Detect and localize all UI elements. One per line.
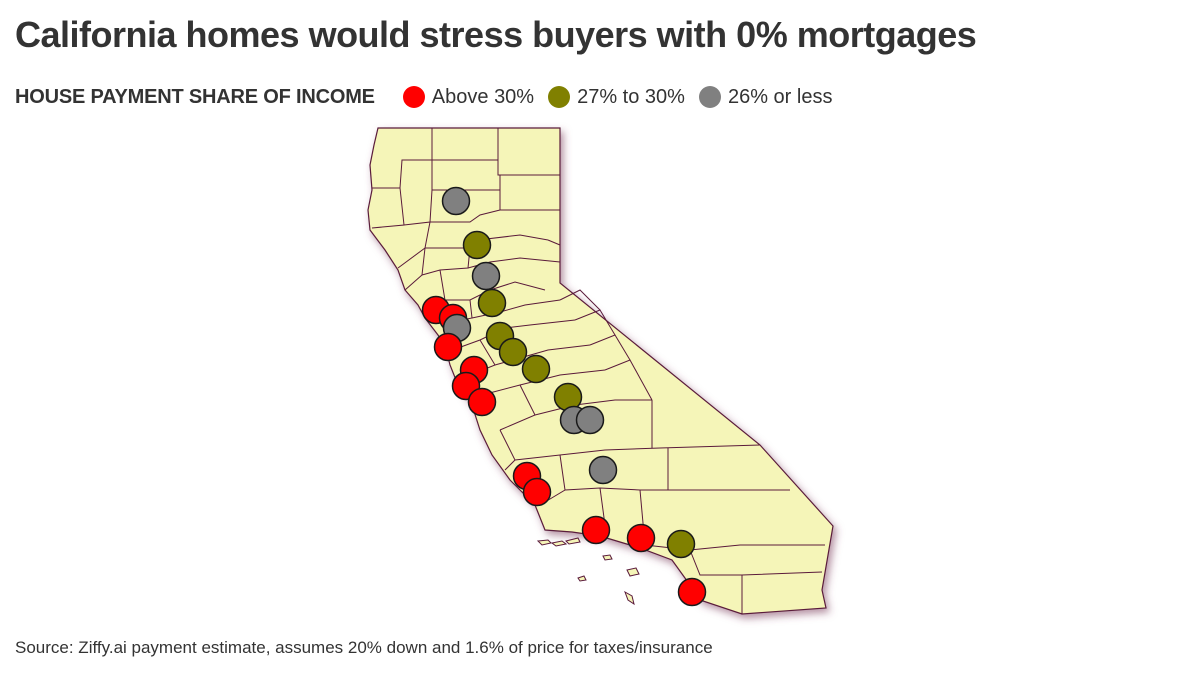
city-marker-26-or-less [441, 186, 471, 216]
county-border [689, 549, 823, 576]
channel-island [565, 537, 581, 545]
county-border [403, 160, 433, 226]
county-border [421, 247, 471, 276]
city-markers [421, 186, 707, 607]
legend-heading: HOUSE PAYMENT SHARE OF INCOME [15, 85, 375, 108]
county-border [564, 487, 668, 491]
legend-swatch-gray [698, 86, 721, 108]
city-marker-26-or-less [575, 405, 605, 435]
city-marker-27-30 [462, 230, 492, 260]
legend: HOUSE PAYMENT SHARE OF INCOME Above 30% … [15, 83, 846, 111]
city-marker-above-30 [581, 515, 611, 545]
channel-island [626, 567, 640, 577]
city-marker-27-30 [521, 354, 551, 384]
source-note: Source: Ziffy.ai payment estimate, assum… [15, 638, 713, 657]
legend-label: Above 30% [431, 85, 535, 108]
city-marker-26-or-less [471, 261, 501, 291]
city-marker-27-30 [666, 529, 696, 559]
legend-item-above-30: Above 30% [402, 85, 535, 109]
county-border [514, 444, 761, 461]
county-border [430, 209, 501, 223]
city-marker-above-30 [467, 387, 497, 417]
county-border [559, 289, 601, 311]
city-marker-above-30 [677, 577, 707, 607]
channel-island [577, 575, 587, 582]
legend-swatch-olive [548, 86, 571, 108]
legend-item-26-or-less: 26% or less [698, 85, 833, 109]
channel-island [550, 540, 568, 547]
channel-island [602, 554, 613, 561]
city-marker-above-30 [522, 477, 552, 507]
channel-island [536, 539, 552, 546]
channel-island [624, 590, 635, 606]
city-marker-above-30 [626, 523, 656, 553]
legend-label: 26% or less [727, 85, 833, 108]
city-marker-27-30 [498, 337, 528, 367]
legend-label: 27% to 30% [577, 85, 685, 108]
county-border [497, 160, 560, 176]
chart-title: California homes would stress buyers wit… [15, 14, 977, 55]
county-border [547, 239, 561, 246]
city-marker-26-or-less [588, 455, 618, 485]
legend-item-27-30: 27% to 30% [548, 86, 685, 109]
legend-swatch-red [402, 86, 425, 108]
city-marker-27-30 [477, 288, 507, 318]
city-marker-above-30 [433, 332, 463, 362]
county-border [534, 399, 652, 416]
county-border [372, 128, 433, 189]
